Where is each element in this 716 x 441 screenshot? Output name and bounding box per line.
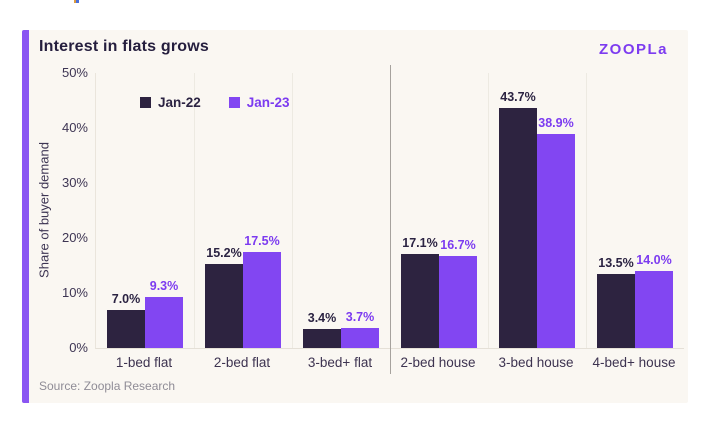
chart-title: Interest in flats grows: [39, 38, 209, 55]
bar-slot: 3.7%: [341, 73, 379, 348]
y-tick: 10%: [61, 285, 88, 300]
bar-group-2-bed-flat: 15.2% 17.5%: [194, 73, 292, 348]
bar-group-3-bed-house: 43.7% 38.9%: [488, 73, 586, 348]
category-label: 3-bed house: [498, 355, 574, 370]
bar-jan-23: [243, 251, 281, 348]
bar-jan-23: [537, 134, 575, 348]
bar-jan-22: [401, 253, 439, 348]
clipped-content-fragment: [74, 0, 79, 3]
value-label-jan-23: 16.7%: [440, 238, 476, 253]
bar-jan-23: [341, 327, 379, 348]
category-gridline: [292, 73, 293, 348]
category-labels: 1-bed flat 2-bed flat 3-bed+ flat 2-bed hou…: [95, 355, 683, 370]
bar-slot: 38.9%: [537, 73, 575, 348]
value-label-jan-22: 13.5%: [598, 255, 634, 270]
value-label-jan-22: 7.0%: [111, 291, 141, 306]
bar-jan-22: [499, 107, 537, 348]
category-gridline: [586, 73, 587, 348]
legend-swatch-jan-22: [140, 97, 151, 108]
legend-item-jan-22: Jan-22: [140, 95, 201, 110]
y-tick: 40%: [61, 120, 88, 135]
bar-slot: 3.4%: [303, 73, 341, 348]
zoopla-logo: ZOOPLa: [598, 41, 668, 58]
bar-slot: 7.0%: [107, 73, 145, 348]
bar-slot: 16.7%: [439, 73, 477, 348]
bar-group-3-bed-flat: 3.4% 3.7%: [292, 73, 390, 348]
value-label-jan-23: 38.9%: [538, 116, 574, 131]
bar-jan-22: [303, 329, 341, 348]
category-label: 2-bed house: [400, 355, 476, 370]
source-note: Source: Zoopla Research: [39, 379, 176, 393]
legend-swatch-jan-23: [228, 97, 240, 108]
value-label-jan-22: 3.4%: [307, 311, 337, 326]
plot-area: Jan-22 Jan-23 7.0% 9.3% 15.2% 17.5% 3.4% 3.7%…: [95, 65, 684, 374]
category-label: 1-bed flat: [115, 355, 173, 370]
bar-jan-23: [145, 296, 183, 348]
bar-jan-23: [635, 271, 673, 348]
legend-item-jan-23: Jan-23: [228, 95, 290, 110]
category-gridline: [488, 73, 489, 348]
value-label-jan-23: 9.3%: [149, 278, 179, 293]
bar-slot: 14.0%: [635, 73, 673, 348]
bar-jan-22: [597, 273, 635, 348]
bar-slot: 15.2%: [205, 73, 243, 348]
value-label-jan-22: 43.7%: [500, 89, 536, 104]
bar-groups: 7.0% 9.3% 15.2% 17.5% 3.4% 3.7% 17.1% 16.7% 43.7…: [96, 73, 684, 348]
legend-label-jan-23: Jan-23: [246, 95, 290, 110]
bar-group-4-bed-house: 13.5% 14.0%: [586, 73, 684, 348]
category-label: 2-bed flat: [213, 355, 271, 370]
legend-label-jan-22: Jan-22: [158, 95, 201, 110]
value-label-jan-23: 3.7%: [345, 309, 375, 324]
y-tick: 0%: [69, 340, 88, 355]
bar-jan-23: [439, 256, 477, 348]
bar-slot: 43.7%: [499, 73, 537, 348]
y-axis-ticks: 50% 40% 30% 20% 10% 0%: [50, 65, 88, 355]
category-label: 4-bed+ house: [592, 355, 676, 370]
value-label-jan-22: 17.1%: [402, 235, 438, 250]
bar-slot: 17.1%: [401, 73, 439, 348]
category-gridline: [194, 73, 195, 348]
y-tick: 30%: [61, 175, 88, 190]
bar-group-1-bed-flat: 7.0% 9.3%: [96, 73, 194, 348]
bar-jan-22: [205, 264, 243, 348]
value-label-jan-23: 17.5%: [244, 233, 280, 248]
legend: Jan-22 Jan-23: [140, 95, 290, 110]
flats-houses-separator: [390, 65, 391, 374]
bar-group-2-bed-house: 17.1% 16.7%: [390, 73, 488, 348]
accent-bar: [22, 30, 29, 403]
chart-card: Interest in flats grows ZOOPLa Share of …: [22, 30, 688, 403]
bar-slot: 13.5%: [597, 73, 635, 348]
y-tick: 50%: [61, 65, 88, 80]
bar-slot: 17.5%: [243, 73, 281, 348]
bar-slot: 9.3%: [145, 73, 183, 348]
value-label-jan-22: 15.2%: [206, 246, 242, 261]
y-tick: 20%: [61, 230, 88, 245]
bar-jan-22: [107, 309, 145, 348]
value-label-jan-23: 14.0%: [636, 253, 672, 267]
category-label: 3-bed+ flat: [307, 355, 373, 370]
